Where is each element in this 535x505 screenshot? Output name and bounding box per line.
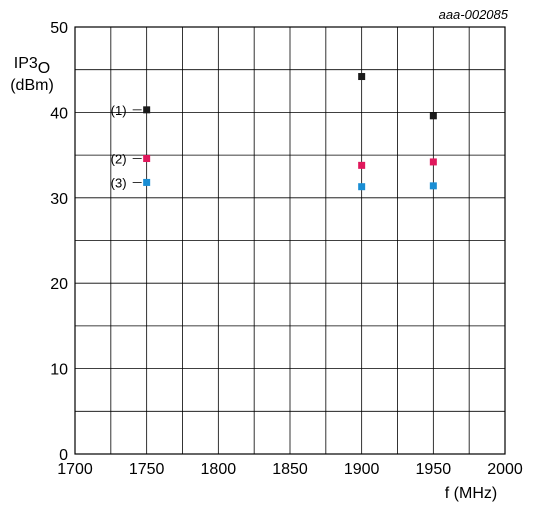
data-point	[429, 112, 437, 120]
series-label: (1)	[111, 103, 127, 118]
x-tick-label: 1800	[201, 461, 237, 478]
x-tick-label: 1750	[129, 461, 165, 478]
y-axis-label-main: IP3	[14, 55, 38, 72]
x-tick-label: 1950	[416, 461, 452, 478]
y-tick-label: 20	[50, 276, 68, 293]
y-tick-label: 40	[50, 105, 68, 122]
y-tick-label: 50	[50, 20, 68, 37]
data-point	[429, 158, 437, 166]
y-tick-label: 0	[59, 447, 68, 464]
x-tick-label: 2000	[487, 461, 523, 478]
x-tick-label: 1700	[57, 461, 93, 478]
y-axis-label: IP3O	[14, 55, 50, 77]
tick-labels: 1700 1750 1800 1850 1900 1950 2000 0 10 20 30 40 50	[50, 20, 523, 478]
data-point	[429, 182, 437, 190]
plot-frame	[74, 26, 506, 455]
data-points: (1) (2) (3)	[111, 73, 437, 190]
grid	[75, 27, 505, 454]
series-label: (3)	[111, 175, 127, 190]
series-label: (2)	[111, 152, 127, 167]
x-axis-label: f (MHz)	[445, 485, 497, 502]
x-tick-label: 1900	[344, 461, 380, 478]
data-point	[143, 106, 151, 114]
data-point	[143, 178, 151, 186]
data-point	[358, 183, 366, 191]
y-tick-label: 30	[50, 191, 68, 208]
data-point	[143, 155, 151, 163]
y-tick-label: 10	[50, 362, 68, 379]
data-point	[358, 73, 366, 81]
y-axis-unit: (dBm)	[10, 77, 54, 94]
data-point	[358, 161, 366, 169]
x-tick-label: 1850	[272, 461, 308, 478]
figure-code: aaa-002085	[439, 7, 509, 22]
y-axis-label-subscript: O	[38, 60, 50, 77]
